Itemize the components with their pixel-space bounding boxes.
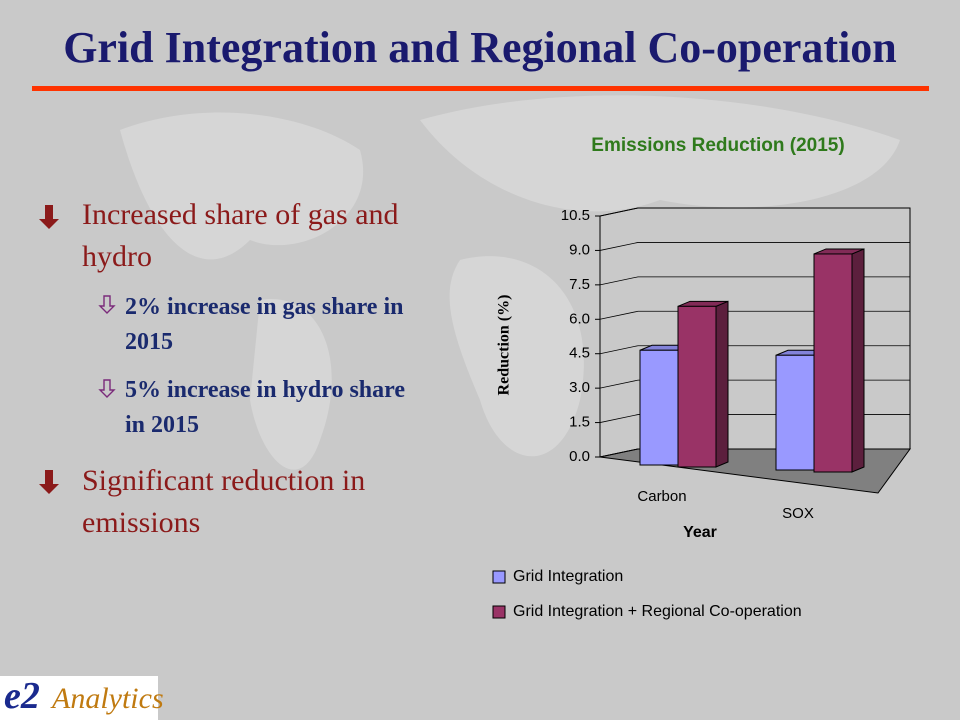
bar: [677, 305, 717, 468]
bar-side: [851, 248, 865, 473]
sub-bullet: 5% increase in hydro share in 2015: [125, 377, 406, 438]
slide-title: Grid Integration and Regional Co-operati…: [63, 23, 897, 72]
x-tick-label: Carbon: [637, 488, 686, 505]
y-axis-title: Reduction (%): [496, 295, 513, 396]
bar: [775, 354, 815, 471]
y-tick-label: 10.5: [561, 207, 590, 224]
chart-title: Emissions Reduction (2015): [591, 135, 844, 156]
legend-swatch: [492, 570, 506, 584]
bar: [813, 253, 853, 473]
sub-bullet: 2% increase in gas share in 2015: [125, 294, 404, 355]
logo: e2 Analytics: [0, 675, 164, 720]
logo-text: Analytics: [52, 682, 164, 715]
legend-swatch: [492, 605, 506, 619]
grid-line: [599, 242, 910, 251]
y-tick-label: 1.5: [569, 414, 590, 431]
legend-label: Grid Integration + Regional Co-operation: [513, 603, 802, 620]
bullet: Significant reduction in emissions: [82, 464, 366, 539]
y-tick-label: 6.0: [569, 310, 590, 327]
y-tick-label: 3.0: [569, 379, 590, 396]
x-axis-title: Year: [683, 524, 717, 541]
title-rule: [32, 86, 929, 91]
y-tick-label: 4.5: [569, 345, 590, 362]
logo-mark: e2: [4, 675, 40, 717]
legend-label: Grid Integration: [513, 568, 623, 585]
y-tick-label: 9.0: [569, 241, 590, 258]
x-tick-label: SOX: [782, 505, 814, 522]
bullet-icons: [39, 205, 116, 494]
bar: [639, 349, 679, 466]
bar-side: [715, 300, 729, 468]
grid-line: [599, 207, 910, 217]
world-map: [120, 95, 900, 470]
bullet: Increased share of gas and hydro: [82, 198, 399, 273]
y-tick-label: 7.5: [569, 276, 590, 293]
y-tick-label: 0.0: [569, 448, 590, 465]
